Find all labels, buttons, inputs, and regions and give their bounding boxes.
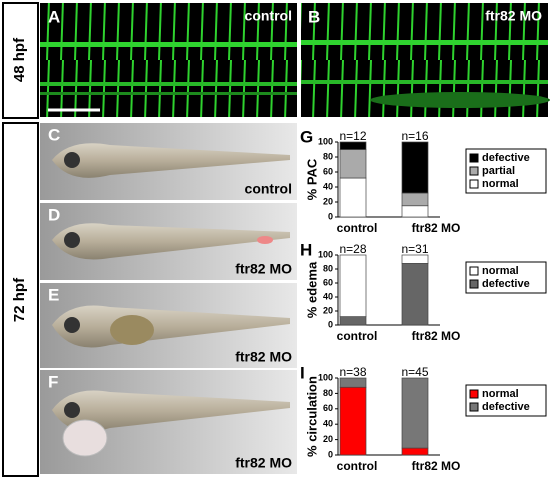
panel-f: F ftr82 MO	[40, 370, 297, 474]
y-axis-label: % PAC	[304, 158, 319, 200]
panel-letter: B	[308, 7, 320, 26]
legend-label: normal	[482, 265, 519, 277]
y-tick-label: 60	[323, 403, 333, 413]
legend-swatch	[469, 153, 479, 163]
legend-swatch	[469, 266, 479, 276]
bar-segment	[339, 386, 367, 456]
y-axis-label: % edema	[304, 261, 319, 318]
panel-a: A control	[40, 3, 297, 117]
panel-letter: A	[48, 7, 60, 26]
legend-label: normal	[482, 178, 519, 190]
n-label: n=12	[339, 129, 366, 143]
y-tick-label: 0	[328, 319, 333, 329]
panel-caption: ftr82 MO	[235, 261, 292, 277]
panel-c: C control	[40, 123, 297, 200]
bar-segment	[339, 377, 367, 388]
panel-letter: F	[48, 372, 58, 391]
bar-segment	[339, 316, 367, 326]
bar-segment	[339, 254, 367, 317]
legend-box	[465, 384, 547, 417]
legend-label: defective	[482, 278, 530, 290]
legend-swatch	[469, 166, 479, 176]
bar-segment	[401, 447, 429, 456]
panel-caption: control	[245, 8, 292, 24]
legend-label: normal	[482, 388, 519, 400]
panel-caption: ftr82 MO	[485, 8, 542, 24]
legend-box	[465, 148, 547, 194]
y-tick-label: 60	[323, 166, 333, 176]
bar-segment	[339, 149, 367, 179]
panel-d: D ftr82 MO	[40, 203, 297, 280]
legend-label: defective	[482, 152, 530, 164]
panel-letter: E	[48, 285, 59, 304]
row-box	[2, 122, 39, 477]
y-tick-label: 60	[323, 277, 333, 287]
panel-letter: C	[48, 125, 60, 144]
y-tick-label: 80	[323, 151, 333, 161]
legend-swatch	[469, 402, 479, 412]
x-tick-label: control	[337, 329, 378, 343]
row-box	[2, 2, 39, 119]
bar-segment	[401, 254, 429, 264]
n-label: n=28	[339, 242, 366, 256]
panel-letter: I	[300, 363, 305, 382]
bar-segment	[401, 141, 429, 194]
x-tick-label: control	[337, 459, 378, 473]
legend-swatch	[469, 389, 479, 399]
x-tick-label: control	[337, 221, 378, 235]
panel-caption: control	[245, 181, 292, 197]
bar-segment	[401, 192, 429, 207]
bar-segment	[339, 141, 367, 150]
row-label: 48 hpf	[11, 37, 28, 82]
row-label: 72 hpf	[11, 277, 28, 322]
x-tick-label: ftr82 MO	[412, 329, 461, 343]
y-tick-label: 0	[328, 449, 333, 459]
panel-caption: ftr82 MO	[235, 349, 292, 365]
n-label: n=45	[401, 365, 428, 379]
panel-caption: ftr82 MO	[235, 455, 292, 471]
y-tick-label: 20	[323, 305, 333, 315]
legend-label: defective	[482, 401, 530, 413]
y-tick-label: 100	[318, 249, 333, 259]
panel-letter: G	[300, 127, 313, 146]
bar-segment	[401, 263, 429, 326]
y-tick-label: 40	[323, 291, 333, 301]
y-tick-label: 40	[323, 181, 333, 191]
y-tick-label: 100	[318, 372, 333, 382]
y-tick-label: 80	[323, 263, 333, 273]
bar-segment	[401, 377, 429, 449]
legend-box	[465, 261, 547, 294]
legend-label: partial	[482, 165, 515, 177]
bar-segment	[339, 177, 367, 218]
y-axis-label: % circulation	[304, 376, 319, 457]
x-tick-label: ftr82 MO	[412, 221, 461, 235]
n-label: n=31	[401, 242, 428, 256]
panel-letter: D	[48, 205, 60, 224]
panel-e: E ftr82 MO	[40, 283, 297, 368]
x-tick-label: ftr82 MO	[412, 459, 461, 473]
y-tick-label: 20	[323, 196, 333, 206]
n-label: n=38	[339, 365, 366, 379]
y-tick-label: 100	[318, 136, 333, 146]
y-tick-label: 40	[323, 419, 333, 429]
y-tick-label: 20	[323, 434, 333, 444]
legend-swatch	[469, 179, 479, 189]
legend-swatch	[469, 279, 479, 289]
y-tick-label: 80	[323, 388, 333, 398]
n-label: n=16	[401, 129, 428, 143]
panel-b: B ftr82 MO	[301, 3, 550, 117]
y-tick-label: 0	[328, 211, 333, 221]
bar-segment	[401, 205, 429, 218]
panel-letter: H	[300, 240, 312, 259]
